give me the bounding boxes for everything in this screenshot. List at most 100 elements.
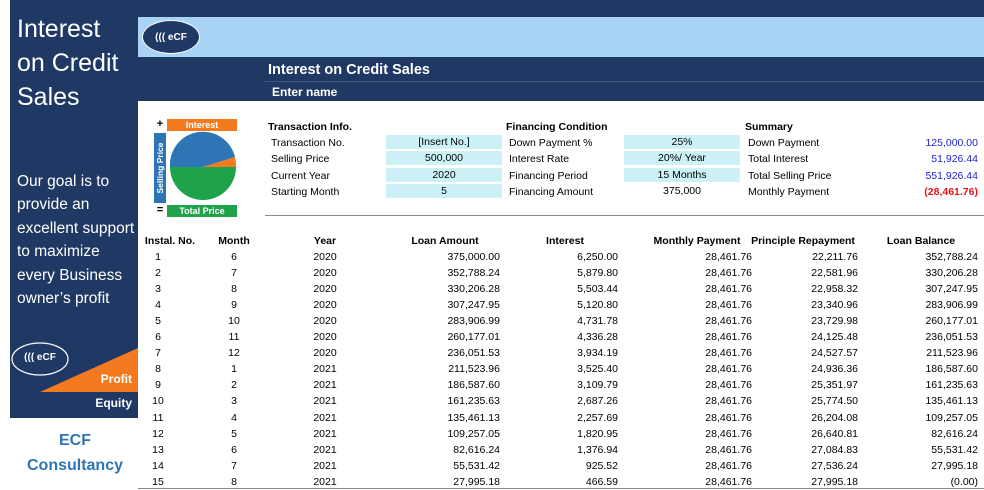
table-cell: 109,257.05 bbox=[925, 411, 978, 424]
table-cell: 330,206.28 bbox=[925, 267, 978, 280]
table-cell: 28,461.76 bbox=[705, 459, 752, 472]
table-cell: 307,247.95 bbox=[447, 299, 500, 312]
table-cell: 24,125.48 bbox=[811, 331, 858, 344]
input-cell: 5 bbox=[386, 184, 502, 198]
logo-band bbox=[138, 17, 984, 57]
table-cell: 375,000.00 bbox=[447, 251, 500, 263]
table-cell: 2021 bbox=[313, 363, 337, 376]
table-cell: 24,527.57 bbox=[811, 347, 858, 360]
info-label: Interest Rate bbox=[509, 153, 570, 165]
info-label: Transaction No. bbox=[271, 137, 345, 149]
table-cell: 4 bbox=[155, 299, 161, 312]
info-label: Financing Period bbox=[509, 170, 588, 182]
table-cell: 236,051.53 bbox=[925, 331, 978, 344]
table-cell: 27,995.18 bbox=[811, 475, 858, 488]
table-cell: 28,461.76 bbox=[705, 395, 752, 408]
table-cell: 3,109.79 bbox=[577, 379, 618, 392]
table-cell: 5,503.44 bbox=[577, 283, 618, 296]
table-cell: 82,616.24 bbox=[931, 427, 978, 440]
table-cell: 283,906.99 bbox=[447, 315, 500, 328]
table-cell: 23,729.98 bbox=[811, 315, 858, 328]
table-cell: 26,204.08 bbox=[811, 411, 858, 424]
table-cell: 2021 bbox=[313, 395, 337, 408]
input-cell: 2020 bbox=[386, 168, 502, 182]
table-cell: 28,461.76 bbox=[705, 315, 752, 328]
table-cell: 11 bbox=[152, 411, 164, 424]
table-cell: 211,523.96 bbox=[448, 363, 500, 376]
table-cell: 2021 bbox=[313, 427, 337, 440]
table-cell: 9 bbox=[155, 379, 161, 392]
table-cell: 28,461.76 bbox=[705, 427, 752, 440]
table-cell: 283,906.99 bbox=[925, 299, 978, 312]
table-cell: 7 bbox=[231, 267, 237, 280]
column-header: Month bbox=[218, 235, 250, 247]
table-cell: 11 bbox=[228, 331, 240, 344]
table-cell: 211,523.96 bbox=[926, 347, 978, 360]
table-cell: 7 bbox=[231, 459, 237, 472]
sidebar-title: Interest on Credit Sales bbox=[17, 15, 119, 111]
icon-selling-price: Selling Price bbox=[155, 142, 165, 194]
table-cell: 236,051.53 bbox=[447, 347, 500, 360]
table-cell: 161,235.63 bbox=[925, 379, 978, 392]
table-cell: 1,820.95 bbox=[577, 427, 618, 440]
title-divider bbox=[265, 81, 984, 82]
table-cell: 3 bbox=[231, 395, 237, 408]
table-cell: 2,257.69 bbox=[577, 411, 618, 424]
header-logo: ((( eCF bbox=[142, 20, 200, 54]
info-divider bbox=[265, 215, 984, 216]
table-cell: 109,257.05 bbox=[447, 427, 500, 440]
table-cell: 161,235.63 bbox=[447, 395, 500, 408]
table-cell: 28,461.76 bbox=[705, 443, 752, 456]
table-cell: 6 bbox=[155, 331, 161, 344]
pie-icon bbox=[154, 119, 237, 217]
info-label: Down Payment % bbox=[509, 137, 593, 149]
table-cell: 2 bbox=[231, 379, 237, 392]
title-band bbox=[138, 57, 984, 101]
table-cell: 27,995.18 bbox=[453, 475, 500, 488]
table-cell: 13 bbox=[152, 443, 164, 456]
table-cell: 8 bbox=[231, 283, 237, 296]
interest-box bbox=[167, 119, 237, 131]
table-cell: 27,084.83 bbox=[811, 443, 858, 456]
profit-triangle bbox=[40, 348, 138, 392]
column-header: Loan Amount bbox=[411, 235, 479, 247]
table-cell: 186,587.60 bbox=[925, 363, 978, 376]
table-cell: 12 bbox=[152, 427, 164, 440]
table-cell: 28,461.76 bbox=[705, 331, 752, 344]
table-cell: 135,461.13 bbox=[447, 411, 500, 424]
table-cell: 9 bbox=[231, 299, 237, 312]
top-bar bbox=[138, 0, 984, 17]
column-header: Interest bbox=[546, 235, 584, 247]
table-cell: 25,351.97 bbox=[811, 379, 858, 392]
table-cell: 1 bbox=[231, 363, 237, 376]
table-cell: 28,461.76 bbox=[705, 379, 752, 392]
table-cell: 28,461.76 bbox=[705, 363, 752, 376]
table-cell: 330,206.28 bbox=[447, 283, 500, 296]
table-cell: 352,788.24 bbox=[447, 267, 500, 280]
input-cell: 20%/ Year bbox=[624, 151, 740, 165]
table-cell: 26,640.81 bbox=[811, 427, 858, 440]
input-cell: 25% bbox=[624, 135, 740, 149]
table-cell: 14 bbox=[152, 459, 164, 472]
info-label: Financing Amount bbox=[509, 186, 594, 198]
info-label: Total Selling Price bbox=[748, 170, 832, 182]
table-cell: 82,616.24 bbox=[453, 443, 500, 456]
summary-value: (28,461.76) bbox=[924, 186, 978, 198]
section-heading: Financing Condition bbox=[506, 121, 608, 133]
selling-price-box bbox=[154, 133, 166, 203]
icon-interest: Interest bbox=[185, 120, 219, 130]
table-cell: 3,934.19 bbox=[577, 347, 618, 360]
table-cell: 7 bbox=[155, 347, 161, 360]
table-cell: 2020 bbox=[313, 299, 337, 312]
table-cell: 10 bbox=[228, 315, 240, 328]
info-label: Starting Month bbox=[271, 186, 340, 198]
profit-label: Profit bbox=[100, 372, 132, 386]
table-cell: 3,525.40 bbox=[577, 363, 618, 376]
table-cell: 5,120.80 bbox=[577, 299, 618, 312]
table-cell: 2021 bbox=[313, 411, 337, 424]
table-cell: 466.59 bbox=[585, 475, 618, 488]
column-header: Loan Balance bbox=[886, 235, 956, 247]
table-cell: 2020 bbox=[313, 315, 337, 328]
table-cell: (0.00) bbox=[950, 475, 978, 488]
